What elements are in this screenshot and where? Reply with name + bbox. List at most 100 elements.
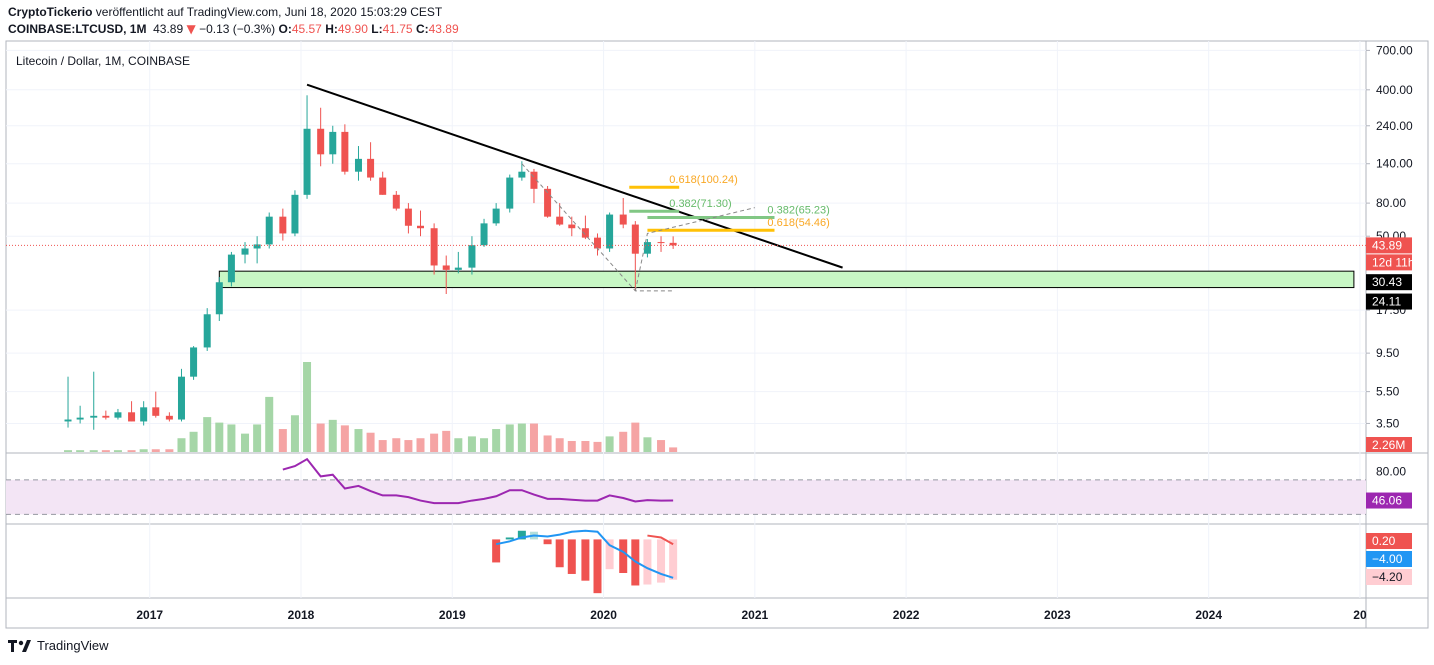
chart-title: Litecoin / Dollar, 1M, COINBASE (16, 54, 190, 68)
symbol-info: COINBASE:LTCUSD, 1M 43.89 ▼ −0.13 (−0.3%… (8, 22, 459, 36)
osc-label-0: 0.20 (1372, 534, 1396, 548)
price-label-bg-3 (1366, 293, 1412, 310)
candle-body (506, 177, 514, 209)
volume-bar (517, 423, 526, 452)
osc-label-bg-2 (1366, 569, 1412, 585)
volume-bar (454, 438, 463, 452)
candle-body (64, 419, 72, 422)
candle-body (90, 415, 98, 418)
candle (152, 391, 160, 418)
candles (64, 95, 677, 430)
candle (417, 210, 425, 237)
volume-bar (404, 440, 413, 452)
fib-label-2: 0.382(65.23) (767, 204, 829, 216)
osc-bar (543, 539, 552, 545)
close-value: 43.89 (428, 22, 459, 36)
candle (76, 405, 84, 424)
volume-bar (619, 431, 628, 452)
volume-bar (165, 449, 174, 452)
candle (379, 171, 387, 195)
candle (454, 251, 462, 274)
chart-frame (5, 40, 1429, 629)
candle-body (291, 194, 299, 234)
candle (669, 236, 677, 249)
y-tick-label-2: 240.00 (1376, 119, 1413, 133)
candle-body (430, 228, 438, 266)
volume-bar (505, 424, 514, 452)
candle (619, 198, 627, 229)
candle (468, 236, 476, 275)
candle (442, 255, 450, 295)
osc-bar (669, 539, 678, 580)
fib-label-3: 0.618(54.46) (767, 217, 829, 229)
rsi-band (6, 479, 1366, 515)
candle-body (442, 265, 450, 270)
projection-path-2 (634, 207, 755, 291)
volume-bar (64, 450, 73, 452)
candle-body (544, 188, 552, 217)
candle-body (367, 158, 375, 178)
trendline (306, 83, 843, 269)
candle (203, 308, 211, 351)
tradingview-logo-icon (8, 639, 31, 652)
volume-bar (529, 423, 538, 452)
candle-body (152, 407, 160, 416)
osc-bar (657, 539, 666, 583)
candle-body (594, 237, 602, 249)
candle-body (140, 407, 148, 422)
candle-body (227, 254, 235, 283)
candle-body (279, 216, 287, 234)
rsi-label-bg (1366, 492, 1412, 509)
volume-bar (139, 449, 148, 452)
price-label-bg-0 (1366, 237, 1412, 254)
price-label-bg-1 (1366, 254, 1412, 271)
x-tick-label-8: 20 (1353, 608, 1367, 622)
volume-bar (76, 450, 85, 452)
price-label-0: 43.89 (1372, 238, 1402, 252)
price-label-1: 12d 11h (1372, 255, 1415, 269)
time-axis: 2017 2018 2019 2020 2021 2022 2023 2024 20 (136, 608, 1367, 622)
candle-body (530, 171, 538, 189)
rsi-label: 46.06 (1372, 494, 1402, 508)
osc-label-bg-0 (1366, 533, 1412, 549)
fib-label-0: 0.618(100.24) (669, 174, 738, 186)
tradingview-wordmark: TradingView (37, 638, 109, 653)
volume-bar (543, 435, 552, 452)
candle (657, 236, 665, 252)
candle-body (606, 214, 614, 249)
volume-bar (631, 422, 640, 452)
candle-body (165, 415, 173, 420)
volume-bar (241, 433, 250, 452)
x-tick-label-7: 2024 (1195, 608, 1222, 622)
candle-body (568, 224, 576, 229)
osc-bar (492, 539, 501, 563)
osc-bar (581, 539, 590, 581)
candle (568, 216, 576, 237)
osc-signal-line (647, 534, 674, 546)
osc-bar (605, 539, 614, 570)
volume-bar (203, 417, 212, 452)
publish-details: veröffentlicht auf TradingView.com, Juni… (92, 5, 443, 19)
candle-body (303, 128, 311, 195)
volume-bar (378, 440, 387, 452)
volume-bar (416, 438, 425, 452)
volume-label: 2.26M (1372, 438, 1405, 452)
candle (227, 251, 235, 287)
volume-bar (467, 436, 476, 452)
candle (303, 95, 311, 199)
candle (215, 277, 223, 321)
price-label-3: 24.11 (1372, 295, 1401, 309)
support-zone-rect (218, 270, 1355, 289)
candle-body (556, 216, 564, 225)
candle-body (404, 208, 412, 226)
candle (102, 410, 110, 420)
volume-bar (189, 431, 198, 452)
candle-body (265, 216, 273, 245)
candle (64, 376, 72, 428)
candle (177, 368, 185, 422)
candle-body (215, 282, 223, 315)
x-tick-label-5: 2022 (893, 608, 920, 622)
volume-bar (392, 438, 401, 452)
candle (480, 218, 488, 247)
